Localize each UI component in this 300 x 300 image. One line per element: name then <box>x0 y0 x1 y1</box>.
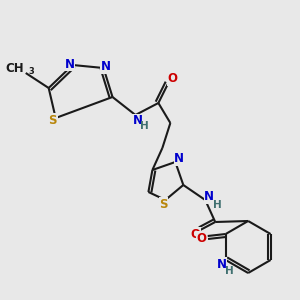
Text: CH: CH <box>5 61 24 74</box>
Text: N: N <box>100 61 110 74</box>
Text: H: H <box>140 121 149 131</box>
Text: N: N <box>217 257 227 271</box>
Text: H: H <box>225 266 234 276</box>
Text: O: O <box>190 227 200 241</box>
Text: N: N <box>174 152 184 166</box>
Text: N: N <box>132 115 142 128</box>
Text: 3: 3 <box>29 67 34 76</box>
Text: O: O <box>167 73 177 85</box>
Text: S: S <box>48 113 57 127</box>
Text: S: S <box>159 197 168 211</box>
Text: N: N <box>64 58 75 70</box>
Text: O: O <box>197 232 207 244</box>
Text: H: H <box>213 200 222 210</box>
Text: N: N <box>204 190 214 203</box>
